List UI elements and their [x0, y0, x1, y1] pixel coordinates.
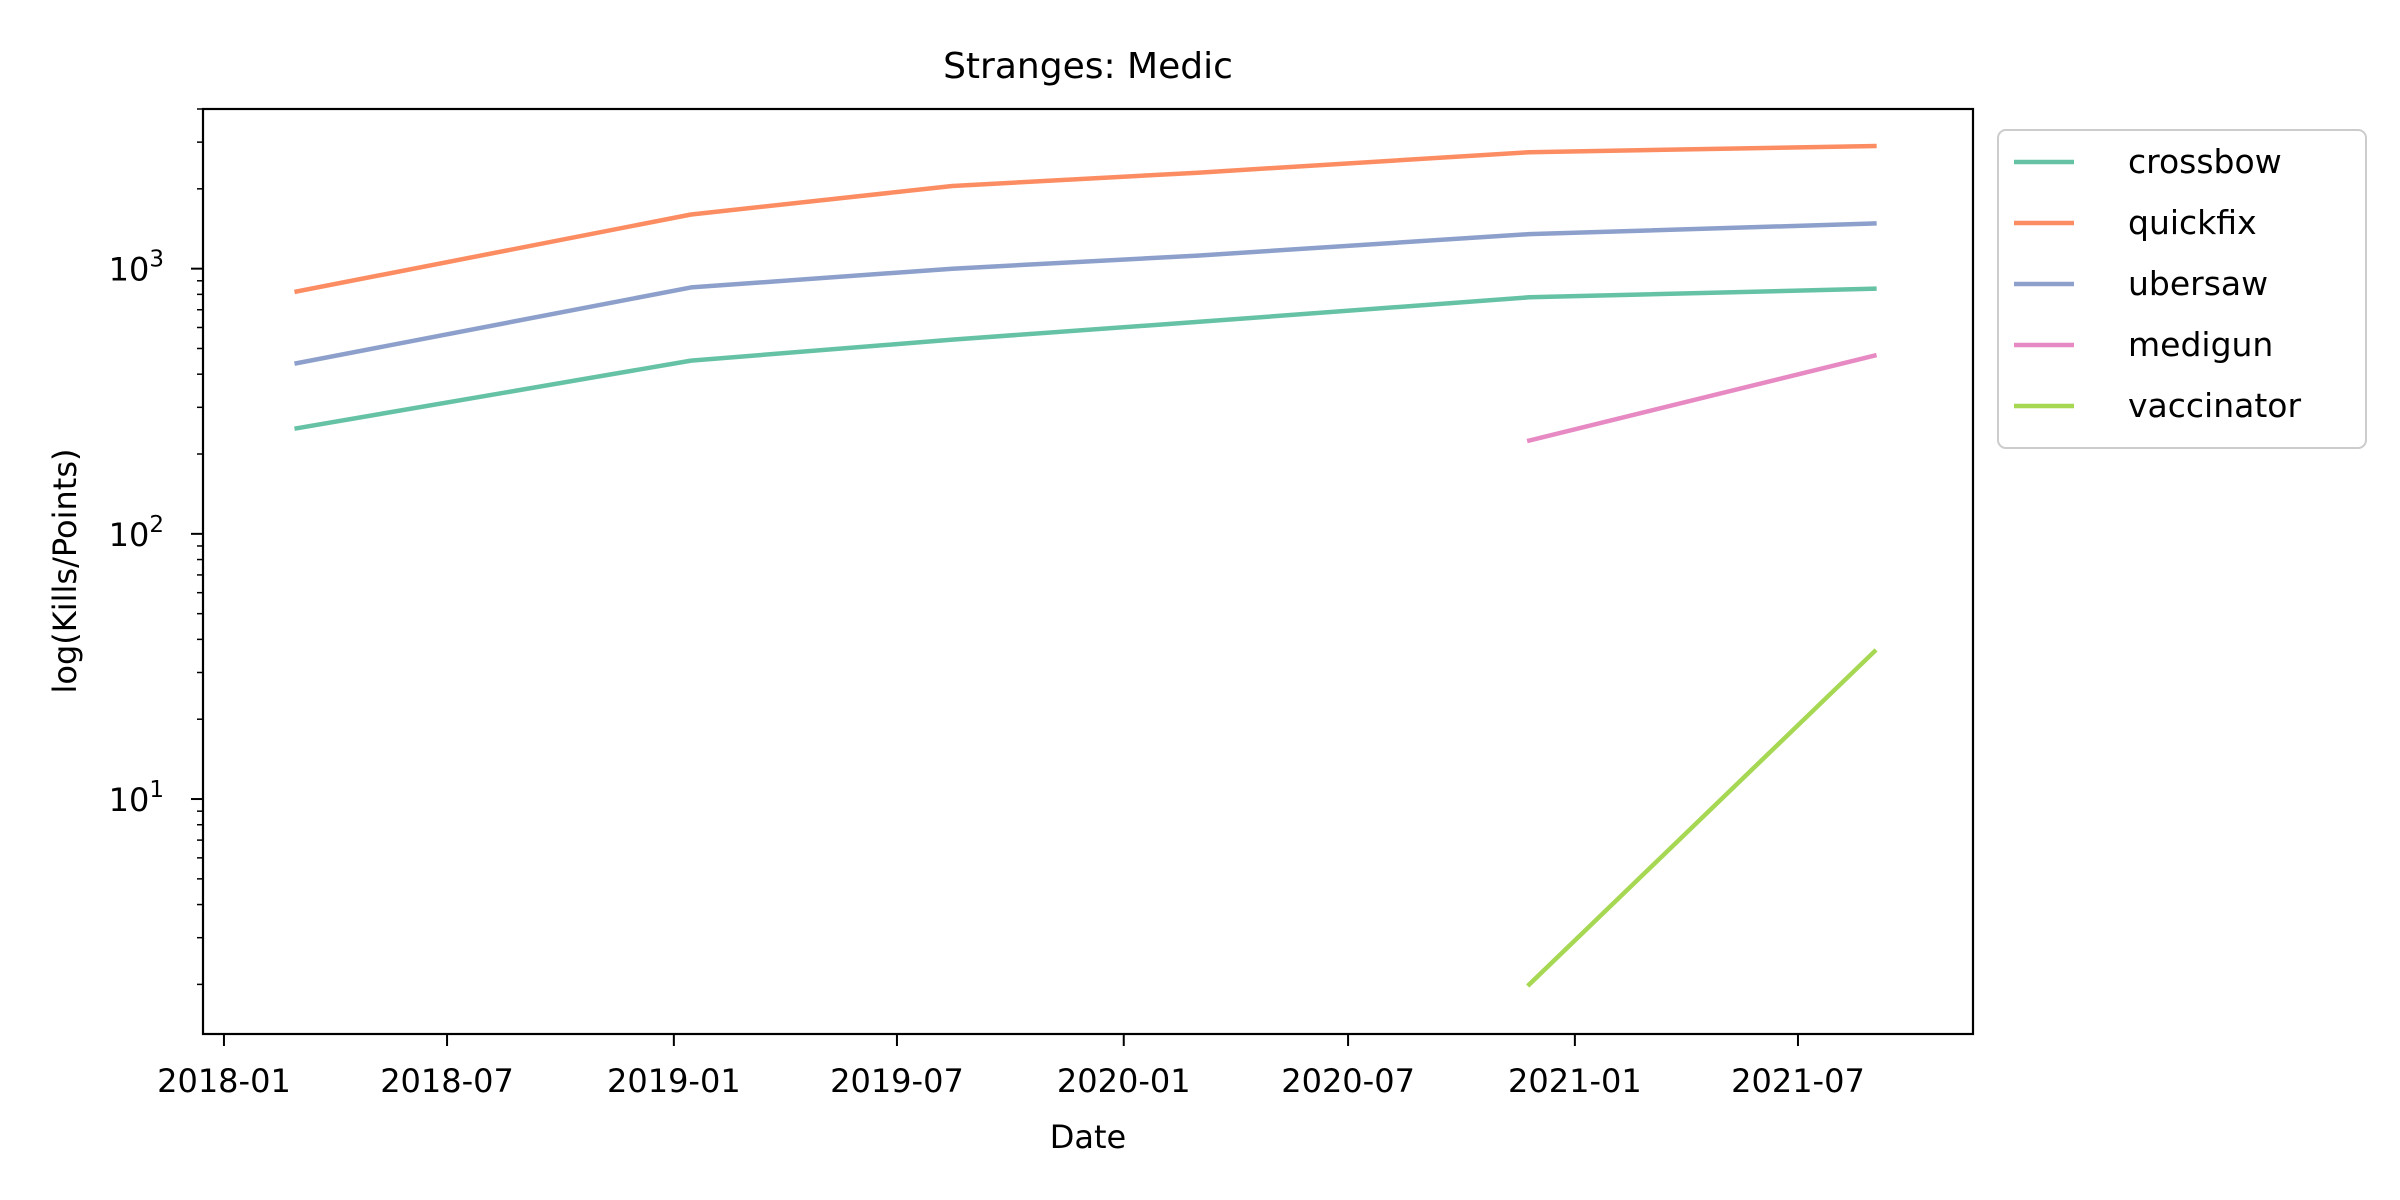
legend-box [1997, 129, 2367, 449]
plot-frame [201, 107, 1975, 1036]
legend-label-vaccinator: vaccinator [2128, 386, 2301, 425]
y-axis-label: log(Kills/Points) [46, 449, 84, 694]
x-tick-label: 2018-07 [380, 1062, 514, 1100]
x-tick-label: 2021-07 [1731, 1062, 1865, 1100]
axes: 101 102 103 2018-01 2018-07 2019-01 2019-07 202… [109, 108, 1865, 1100]
x-tick-label: 2021-01 [1508, 1062, 1642, 1100]
y-tick-label: 101 [109, 777, 164, 819]
legend: crossbow quickfix ubersaw medigun vaccinator [1997, 129, 2367, 449]
legend-label-medigun: medigun [2128, 325, 2273, 364]
x-tick-label: 2020-07 [1281, 1062, 1415, 1100]
plot-lines [294, 143, 1878, 988]
series-line-ubersaw [294, 221, 1877, 366]
legend-label-crossbow: crossbow [2128, 142, 2282, 181]
legend-label-quickfix: quickfix [2128, 203, 2257, 242]
x-tick-label: 2019-07 [830, 1062, 964, 1100]
series-line-crossbow [294, 286, 1877, 431]
chart-title: Stranges: Medic [943, 46, 1233, 87]
x-tick-label: 2019-01 [607, 1062, 741, 1100]
legend-label-ubersaw: ubersaw [2128, 264, 2268, 303]
x-tick-label: 2018-01 [157, 1062, 291, 1100]
series-line-quickfix [294, 143, 1877, 295]
series-line-medigun [1526, 352, 1878, 444]
series-line-vaccinator [1526, 648, 1878, 988]
legend-items: crossbow quickfix ubersaw medigun vaccinator [2014, 142, 2301, 425]
y-tick-label: 103 [109, 247, 164, 289]
x-axis-label: Date [1050, 1118, 1126, 1156]
y-tick-label: 102 [109, 512, 164, 554]
x-tick-label: 2020-01 [1057, 1062, 1191, 1100]
